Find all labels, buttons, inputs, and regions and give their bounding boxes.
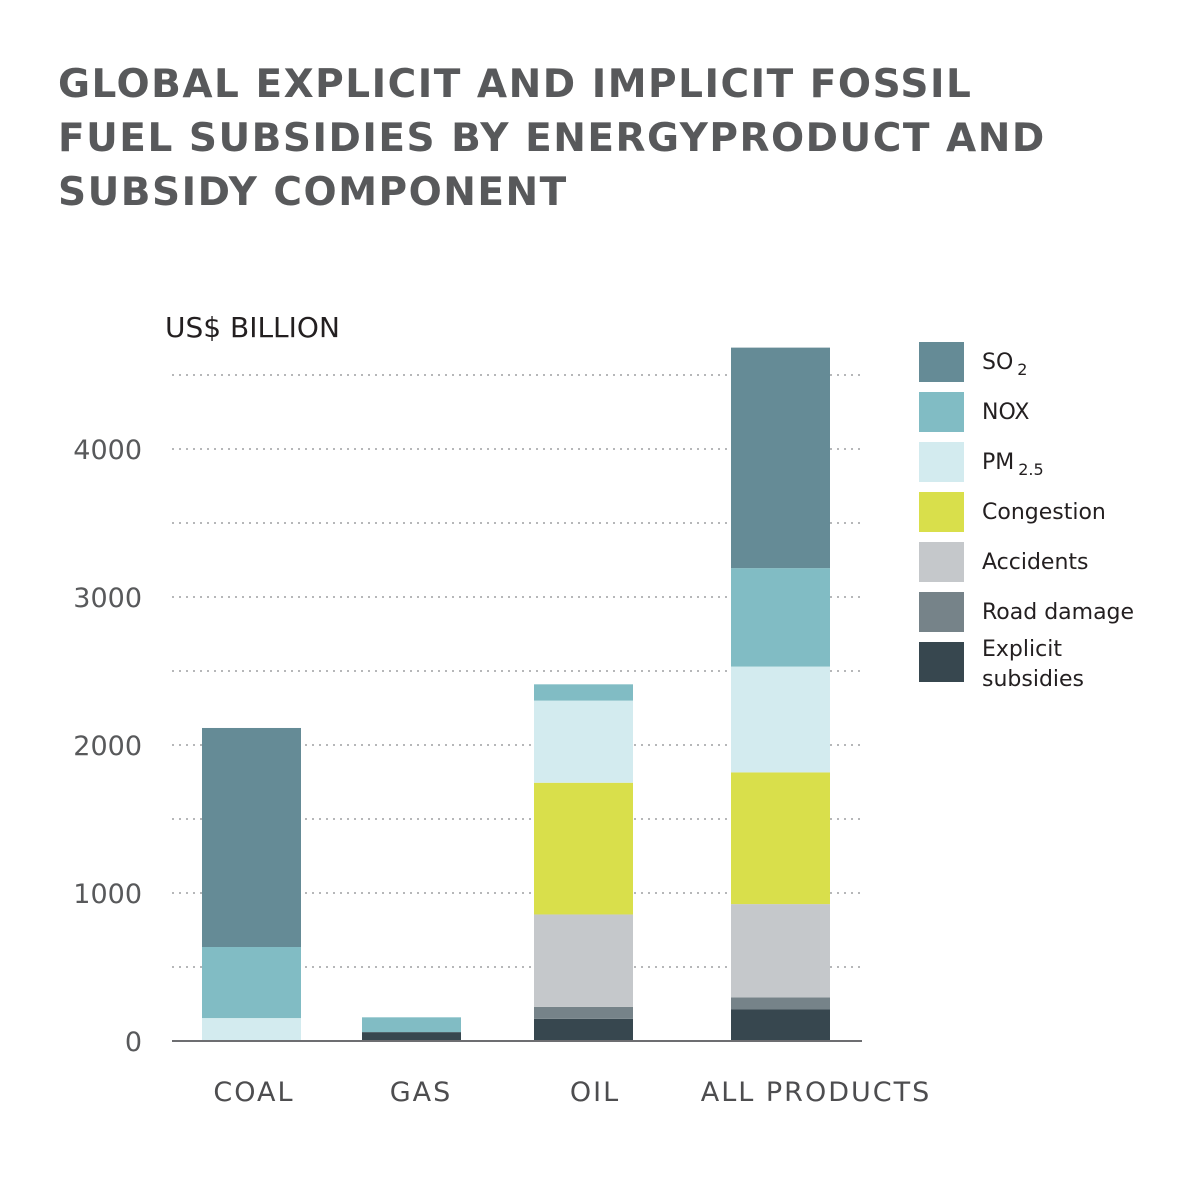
legend: SO 2 NOX PM 2.5 Congestion Accidents Road damag… [919, 342, 1134, 692]
legend-label-accidents: Accidents [982, 550, 1089, 575]
x-tick-label-coal: COAL [213, 1077, 294, 1108]
legend-swatch-explicitsubsidies [919, 642, 964, 682]
bar-all-products-nox [731, 568, 830, 667]
x-tick-label-gas: GAS [390, 1077, 453, 1108]
legend-label-pm2-5: PM 2.5 [982, 450, 1044, 479]
bar-oil-road-damage [534, 1006, 633, 1019]
bar-all-products-road-damage [731, 997, 830, 1010]
y-tick-label-0: 0 [125, 1027, 142, 1058]
bar-oil-explicit-subsidies [534, 1018, 633, 1041]
y-tick-label-1000: 1000 [73, 879, 142, 910]
legend-swatch-pm2-5 [919, 442, 964, 482]
legend-swatch-congestion [919, 492, 964, 532]
legend-swatch-so2 [919, 342, 964, 382]
bar-oil-accidents [534, 914, 633, 1007]
chart-title: GLOBAL EXPLICIT AND IMPLICIT FOSSIL FUEL… [58, 62, 1046, 215]
x-tick-label-all-products: ALL PRODUCTS [701, 1077, 931, 1108]
y-tick-label-2000: 2000 [73, 731, 142, 762]
legend-label-so2: SO 2 [982, 350, 1027, 379]
bar-oil-pm-2-5 [534, 700, 633, 783]
bar-coal-pm-2-5 [202, 1018, 301, 1041]
bar-all-products-explicit-subsidies [731, 1009, 830, 1041]
bar-gas-nox [362, 1017, 461, 1033]
legend-label-subsidies: subsidies [982, 667, 1084, 692]
bars [202, 347, 830, 1041]
x-tick-label-oil: OIL [570, 1077, 620, 1108]
legend-swatch-nox [919, 392, 964, 432]
bar-all-products-accidents [731, 904, 830, 998]
bar-all-products-pm-2-5 [731, 666, 830, 773]
legend-swatch-accidents [919, 542, 964, 582]
legend-swatch-road-damage [919, 592, 964, 632]
y-tick-label-4000: 4000 [73, 435, 142, 466]
bar-coal-so2 [202, 727, 301, 948]
legend-label-nox: NOX [982, 400, 1029, 425]
legend-label-congestion: Congestion [982, 500, 1106, 525]
legend-label-road-damage: Road damage [982, 600, 1134, 625]
y-axis-label: US$ BILLION [165, 311, 340, 344]
bar-gas-explicit-subsidies [362, 1032, 461, 1041]
bar-coal-nox [202, 947, 301, 1019]
x-axis-ticks: COAL GAS OIL ALL PRODUCTS [213, 1077, 931, 1108]
y-tick-label-3000: 3000 [73, 583, 142, 614]
bar-all-products-so2 [731, 347, 830, 569]
y-axis-ticks: 0 1000 2000 3000 4000 [73, 435, 142, 1058]
bar-oil-congestion [534, 782, 633, 915]
bar-all-products-congestion [731, 772, 830, 905]
bar-oil-nox [534, 684, 633, 701]
legend-label-explicit: Explicit [982, 637, 1062, 662]
